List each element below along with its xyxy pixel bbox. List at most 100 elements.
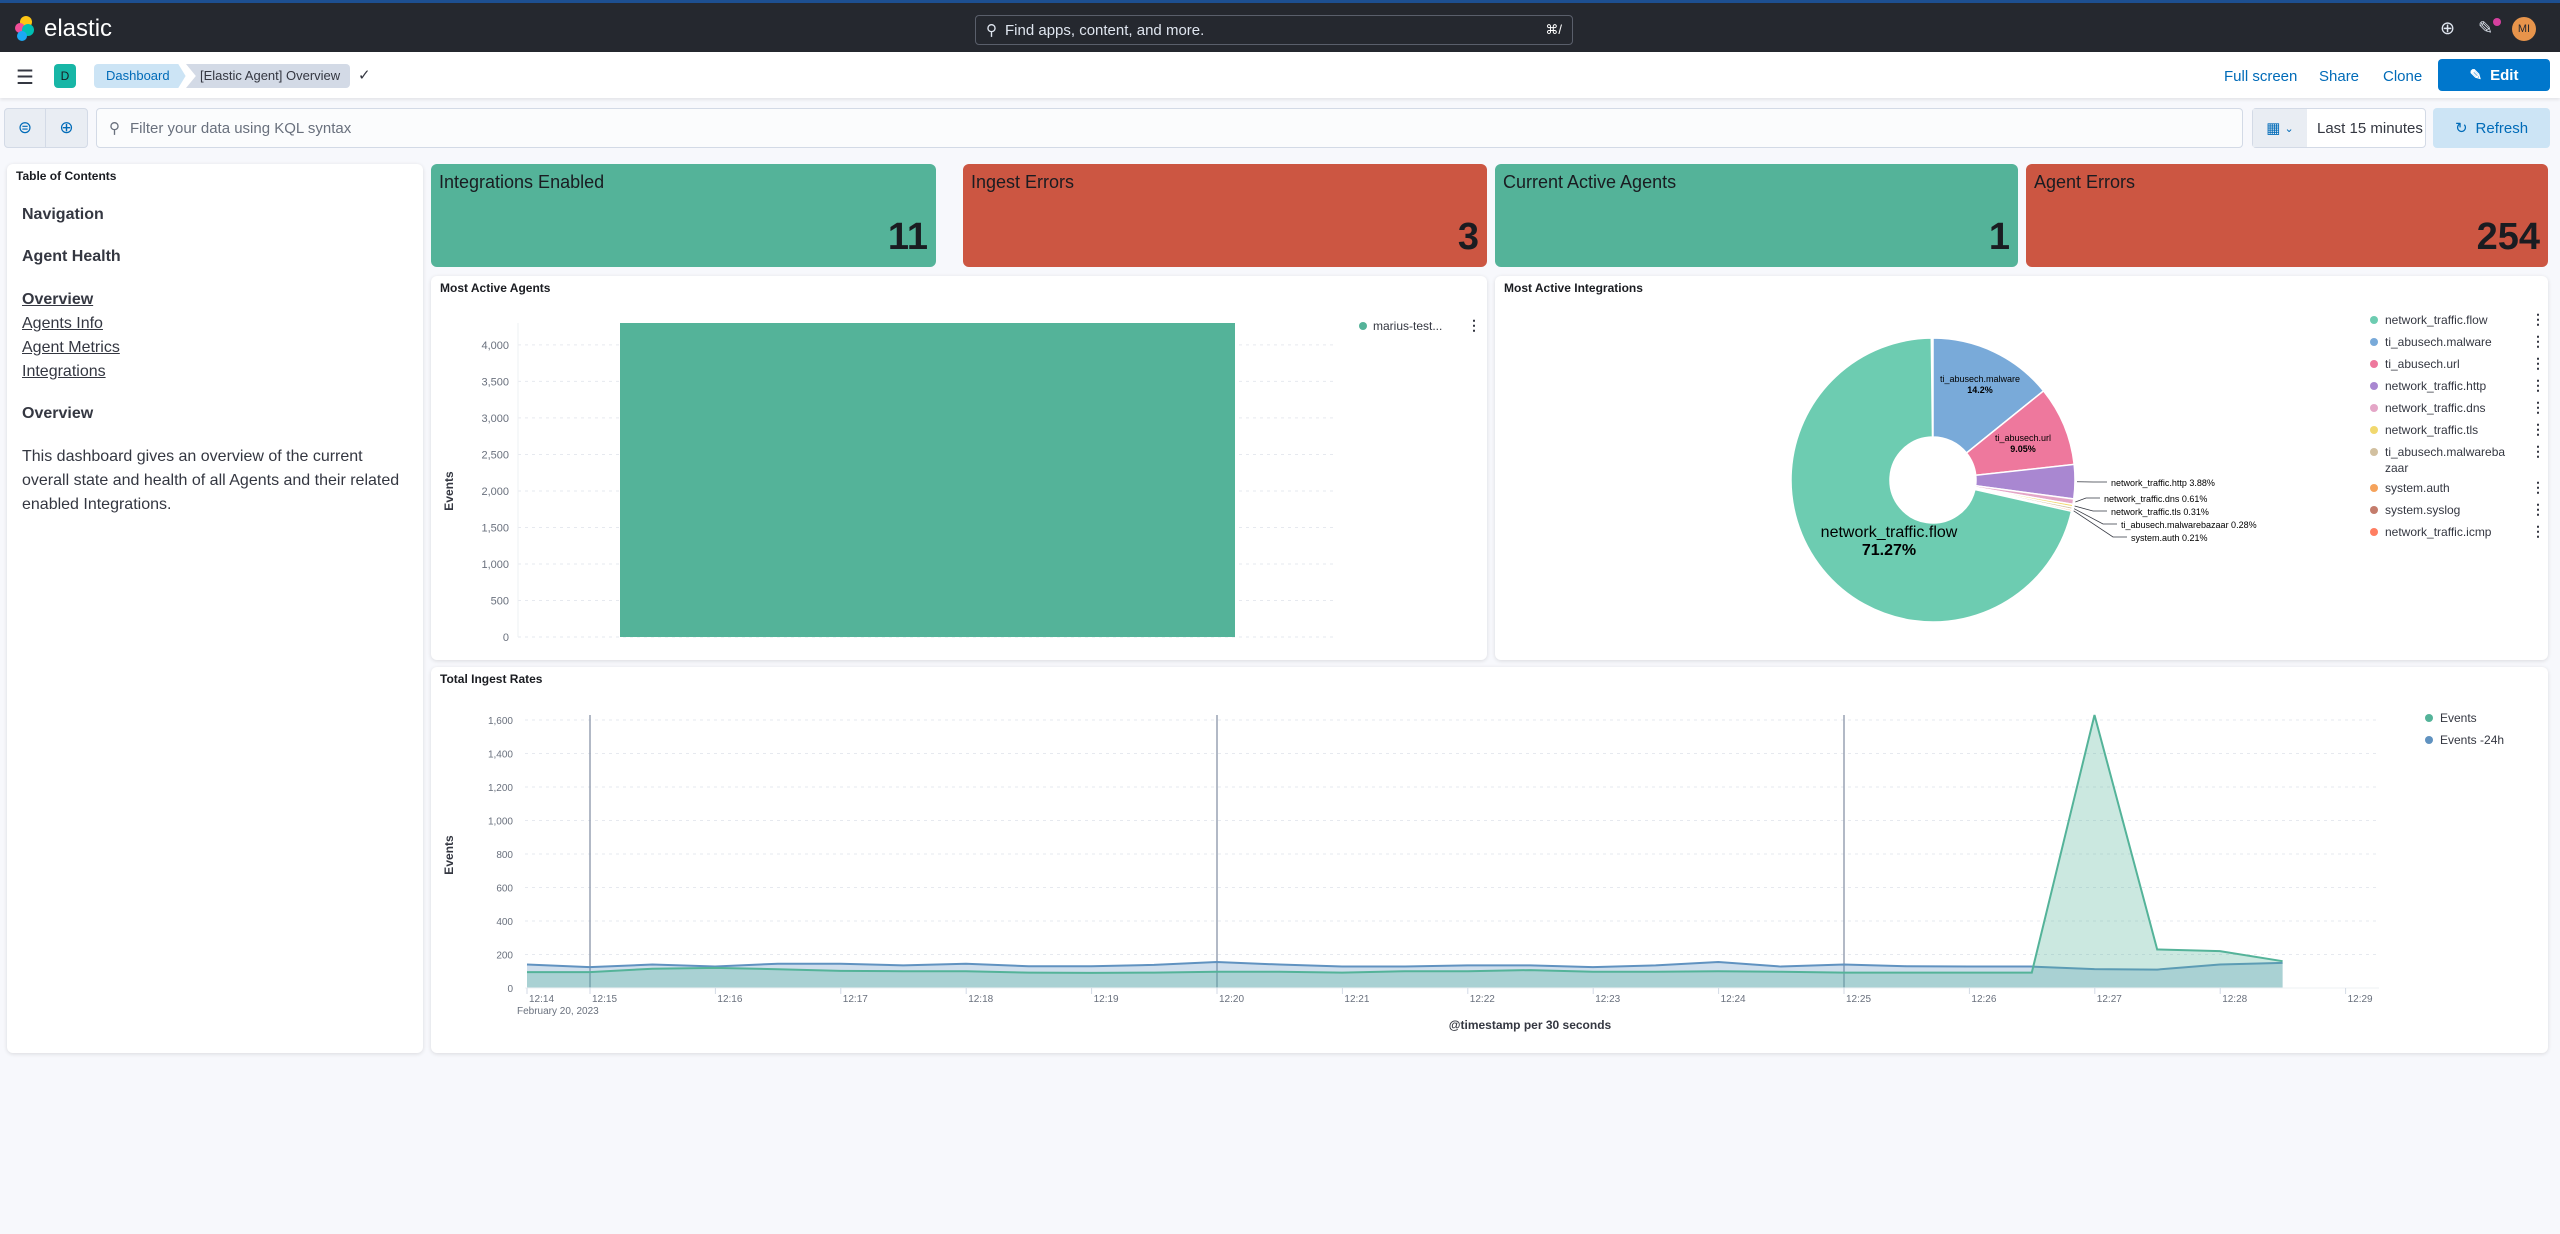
add-filter-icon[interactable]: ⊕ [59, 118, 74, 137]
legend-label[interactable]: Events -24h [2440, 733, 2504, 747]
legend-label[interactable]: network_traffic.tls [2385, 423, 2478, 437]
total-ingest-rates-panel: Total Ingest Rates 0 200 400 600 800 1,000 1,2… [431, 667, 2548, 1053]
legend-label[interactable]: ti_abusech.malwareba [2385, 445, 2505, 459]
breadcrumb-dashboard[interactable]: Dashboard [94, 64, 186, 88]
saved-check-icon: ✓ [358, 67, 371, 84]
filter-menu-icon[interactable]: ⊜ [5, 109, 47, 147]
area-fill-events--24h [527, 962, 2283, 988]
panel-title: Most Active Agents [440, 281, 551, 295]
metric-value: 1 [1988, 216, 2010, 258]
legend-dot [2425, 736, 2433, 744]
metric-value: 3 [1457, 216, 1479, 258]
link-agents-info[interactable]: Agents Info [22, 315, 103, 332]
search-icon: ⚲ [986, 22, 997, 39]
user-avatar[interactable]: MI [2512, 17, 2536, 41]
news-feed-icon[interactable]: ✎ [2478, 18, 2494, 38]
legend-menu-icon[interactable]: ⋮ [2531, 523, 2545, 539]
help-icon[interactable]: ⊕ [2440, 18, 2456, 38]
legend-menu-icon[interactable]: ⋮ [1467, 317, 1481, 333]
legend-menu-icon[interactable]: ⋮ [2531, 479, 2545, 495]
legend-dot [2370, 316, 2378, 324]
calendar-icon[interactable]: ▦ ⌄ [2253, 109, 2307, 147]
refresh-icon: ↻ [2454, 120, 2468, 137]
y-tick-label: 3,500 [481, 376, 509, 388]
kql-query-input[interactable]: ⚲ Filter your data using KQL syntax [96, 108, 2243, 148]
clone-link[interactable]: Clone [2383, 68, 2423, 85]
leader-line [2075, 497, 2100, 503]
link-overview[interactable]: Overview [22, 291, 94, 308]
x-tick-label: 12:17 [843, 994, 868, 1005]
slice-label: ti_abusech.malwarebazaar 0.28% [2121, 520, 2257, 530]
legend-menu-icon[interactable]: ⋮ [2531, 311, 2545, 327]
legend-menu-icon[interactable]: ⋮ [2531, 355, 2545, 371]
legend-menu-icon[interactable]: ⋮ [2531, 333, 2545, 349]
legend-menu-icon[interactable]: ⋮ [2531, 399, 2545, 415]
metric-label: Ingest Errors [971, 172, 1075, 192]
elastic-logo[interactable]: elastic [14, 15, 112, 43]
share-link[interactable]: Share [2319, 68, 2360, 85]
x-axis-title: @timestamp per 30 seconds [1449, 1018, 1612, 1032]
time-range-label[interactable]: Last 15 minutes [2317, 119, 2423, 137]
legend-label[interactable]: Events [2440, 711, 2477, 725]
edit-button[interactable]: ✎ Edit [2438, 59, 2550, 91]
pie-slice[interactable] [1790, 337, 2073, 623]
bar-chart: 0 500 1,000 1,500 2,000 2,500 3,000 3,500 4,000 E… [442, 317, 1481, 644]
bar [620, 323, 1235, 637]
y-tick-label: 1,000 [481, 559, 509, 571]
slice-percent: 14.2% [1967, 385, 1993, 395]
legend-menu-icon[interactable]: ⋮ [2531, 501, 2545, 517]
x-tick-label: 12:26 [1971, 994, 1996, 1005]
x-tick-label: 12:16 [717, 994, 742, 1005]
legend-label[interactable]: network_traffic.icmp [2385, 525, 2492, 539]
legend-label[interactable]: network_traffic.http [2385, 379, 2486, 393]
link-agent-metrics[interactable]: Agent Metrics [22, 339, 120, 356]
hamburger-menu-icon[interactable]: ☰ [16, 67, 34, 89]
global-search-input[interactable]: ⚲ Find apps, content, and more. ⌘/ [975, 15, 1573, 45]
legend-dot [2425, 714, 2433, 722]
y-tick-label: 1,000 [488, 817, 513, 828]
legend-dot [2370, 360, 2378, 368]
legend-label[interactable]: ti_abusech.malware [2385, 335, 2492, 349]
heading-navigation: Navigation [22, 206, 104, 223]
leader-line [2074, 505, 2107, 512]
legend-menu-icon[interactable]: ⋮ [2531, 443, 2545, 459]
x-tick-label: 12:28 [2222, 994, 2247, 1005]
y-tick-label: 3,000 [481, 413, 509, 425]
legend-label[interactable]: system.auth [2385, 481, 2450, 495]
legend-dot [2370, 426, 2378, 434]
link-integrations[interactable]: Integrations [22, 363, 106, 380]
slice-label: ti_abusech.url [1995, 433, 2051, 443]
legend-label[interactable]: ti_abusech.url [2385, 357, 2460, 371]
legend-label[interactable]: system.syslog [2385, 503, 2460, 517]
slice-label: network_traffic.dns 0.61% [2104, 494, 2207, 504]
heading-overview: Overview [22, 405, 94, 422]
slice-label: network_traffic.flow [1821, 524, 1958, 541]
legend-label[interactable]: network_traffic.dns [2385, 401, 2486, 415]
y-tick-label: 400 [496, 917, 513, 928]
series-line-events [527, 714, 2283, 974]
space-badge[interactable]: D [54, 64, 76, 88]
y-tick-label: 1,200 [488, 783, 513, 794]
legend-label[interactable]: network_traffic.flow [2385, 313, 2488, 327]
y-tick-label: 1,500 [481, 522, 509, 534]
x-tick-label: 12:19 [1094, 994, 1119, 1005]
legend-dot [2370, 484, 2378, 492]
full-screen-link[interactable]: Full screen [2224, 68, 2298, 85]
x-tick-label: 12:18 [968, 994, 993, 1005]
metric-value: 11 [887, 216, 928, 258]
pie-slice[interactable] [1932, 337, 2045, 455]
legend-menu-icon[interactable]: ⋮ [2531, 421, 2545, 437]
area-fill-events [527, 714, 2283, 988]
y-tick-label: 800 [496, 850, 513, 861]
metric-value: 254 [2476, 216, 2540, 258]
refresh-button[interactable]: ↻ Refresh [2433, 108, 2550, 148]
legend-label[interactable]: marius-test... [1373, 319, 1442, 333]
metric-label: Agent Errors [2034, 172, 2136, 192]
legend-menu-icon[interactable]: ⋮ [2531, 377, 2545, 393]
y-tick-label: 2,000 [481, 486, 509, 498]
x-tick-label: 12:21 [1344, 994, 1369, 1005]
slice-label: network_traffic.tls 0.31% [2111, 507, 2209, 517]
y-tick-label: 1,400 [488, 750, 513, 761]
date-picker[interactable]: ▦ ⌄ Last 15 minutes [2252, 108, 2426, 148]
y-tick-label: 200 [496, 951, 513, 962]
